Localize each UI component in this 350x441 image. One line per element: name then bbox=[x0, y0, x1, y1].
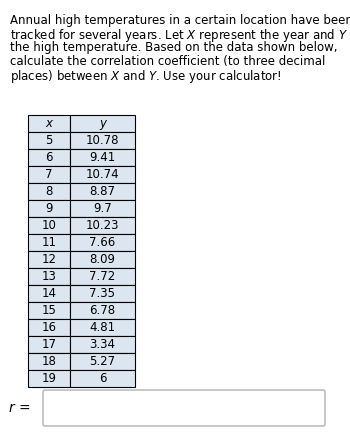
Bar bbox=[70, 234, 135, 251]
Text: 4.81: 4.81 bbox=[90, 321, 116, 334]
Bar bbox=[28, 302, 70, 319]
Text: 6.78: 6.78 bbox=[90, 304, 116, 317]
Bar bbox=[28, 285, 70, 302]
Text: Annual high temperatures in a certain location have been: Annual high temperatures in a certain lo… bbox=[10, 14, 350, 27]
Bar bbox=[70, 285, 135, 302]
Bar bbox=[70, 302, 135, 319]
Text: 8.87: 8.87 bbox=[90, 185, 116, 198]
Bar bbox=[70, 149, 135, 166]
Text: tracked for several years. Let $\mathit{X}$ represent the year and $\mathit{Y}$: tracked for several years. Let $\mathit{… bbox=[10, 27, 348, 45]
Bar bbox=[28, 268, 70, 285]
Text: 10.74: 10.74 bbox=[86, 168, 119, 181]
Text: $r$ =: $r$ = bbox=[8, 401, 30, 415]
Bar bbox=[28, 336, 70, 353]
Bar bbox=[70, 370, 135, 387]
Bar bbox=[28, 183, 70, 200]
Text: calculate the correlation coefficient (to three decimal: calculate the correlation coefficient (t… bbox=[10, 55, 326, 67]
Text: 12: 12 bbox=[42, 253, 56, 266]
Text: 15: 15 bbox=[42, 304, 56, 317]
Text: 7: 7 bbox=[45, 168, 53, 181]
Text: 6: 6 bbox=[99, 372, 106, 385]
Text: 7.66: 7.66 bbox=[89, 236, 116, 249]
Text: 8: 8 bbox=[45, 185, 53, 198]
Text: 13: 13 bbox=[42, 270, 56, 283]
Text: places) between $\mathit{X}$ and $\mathit{Y}$. Use your calculator!: places) between $\mathit{X}$ and $\mathi… bbox=[10, 68, 281, 85]
Text: 14: 14 bbox=[42, 287, 56, 300]
Bar bbox=[70, 115, 135, 132]
Bar bbox=[28, 217, 70, 234]
Bar bbox=[70, 217, 135, 234]
Bar bbox=[70, 132, 135, 149]
Bar bbox=[28, 251, 70, 268]
Text: 5.27: 5.27 bbox=[90, 355, 116, 368]
Text: the high temperature. Based on the data shown below,: the high temperature. Based on the data … bbox=[10, 41, 337, 54]
Text: 9.41: 9.41 bbox=[89, 151, 116, 164]
Text: 10.23: 10.23 bbox=[86, 219, 119, 232]
Bar bbox=[28, 115, 70, 132]
Text: 18: 18 bbox=[42, 355, 56, 368]
Bar bbox=[70, 336, 135, 353]
Bar bbox=[70, 268, 135, 285]
Text: 5: 5 bbox=[45, 134, 53, 147]
Text: 7.35: 7.35 bbox=[90, 287, 116, 300]
Bar bbox=[28, 353, 70, 370]
Text: 19: 19 bbox=[42, 372, 56, 385]
FancyBboxPatch shape bbox=[43, 390, 325, 426]
Bar bbox=[28, 166, 70, 183]
Bar bbox=[28, 234, 70, 251]
Text: 9: 9 bbox=[45, 202, 53, 215]
Bar bbox=[28, 132, 70, 149]
Bar bbox=[28, 200, 70, 217]
Text: y: y bbox=[99, 117, 106, 130]
Text: 8.09: 8.09 bbox=[90, 253, 116, 266]
Bar bbox=[70, 200, 135, 217]
Text: 10: 10 bbox=[42, 219, 56, 232]
Text: 10.78: 10.78 bbox=[86, 134, 119, 147]
Bar bbox=[70, 319, 135, 336]
Text: 3.34: 3.34 bbox=[90, 338, 116, 351]
Text: 9.7: 9.7 bbox=[93, 202, 112, 215]
Bar bbox=[70, 183, 135, 200]
Bar bbox=[28, 370, 70, 387]
Text: 7.72: 7.72 bbox=[89, 270, 116, 283]
Bar bbox=[70, 251, 135, 268]
Bar bbox=[70, 166, 135, 183]
Text: 16: 16 bbox=[42, 321, 56, 334]
Bar bbox=[28, 149, 70, 166]
Text: x: x bbox=[46, 117, 52, 130]
Text: 17: 17 bbox=[42, 338, 56, 351]
Bar bbox=[28, 319, 70, 336]
Bar bbox=[70, 353, 135, 370]
Text: 11: 11 bbox=[42, 236, 56, 249]
Text: 6: 6 bbox=[45, 151, 53, 164]
